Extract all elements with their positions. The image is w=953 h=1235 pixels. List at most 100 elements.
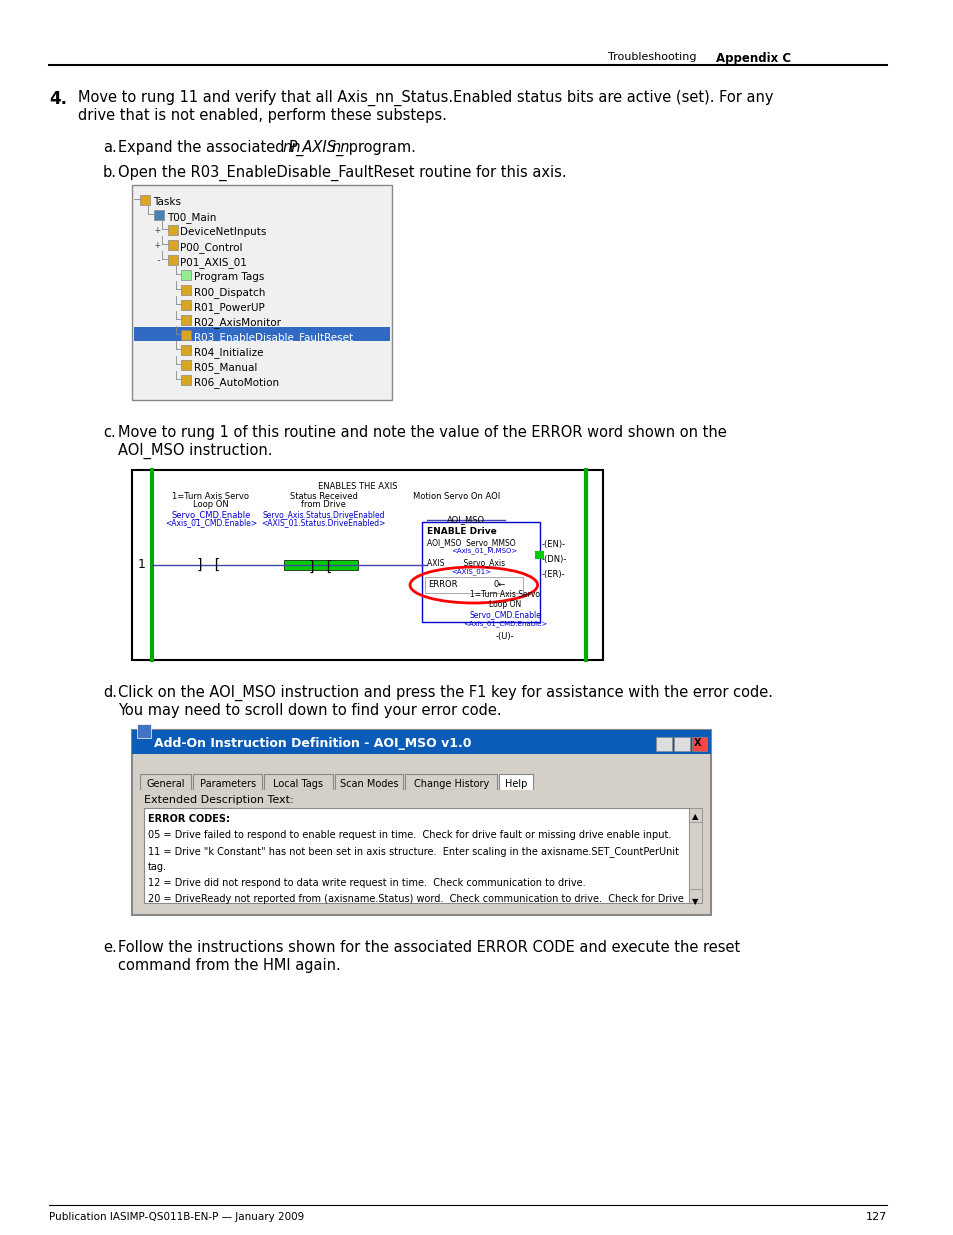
- Bar: [534, 551, 544, 559]
- Text: X: X: [693, 739, 700, 748]
- Text: e.: e.: [103, 940, 116, 955]
- Text: -(ER)-: -(ER)-: [541, 571, 564, 579]
- Text: Tasks: Tasks: [152, 198, 181, 207]
- Text: Follow the instructions shown for the associated ERROR CODE and execute the rese: Follow the instructions shown for the as…: [117, 940, 740, 955]
- Text: a.: a.: [103, 140, 116, 156]
- Text: Motion Servo On AOI: Motion Servo On AOI: [412, 492, 499, 501]
- Text: from Drive: from Drive: [301, 500, 346, 509]
- FancyBboxPatch shape: [140, 774, 192, 790]
- Text: d.: d.: [103, 685, 117, 700]
- Text: ERROR CODES:: ERROR CODES:: [148, 814, 230, 824]
- Bar: [181, 359, 192, 370]
- Bar: [137, 790, 705, 910]
- Text: Parameters: Parameters: [199, 779, 255, 789]
- Text: Servo_Axis.Status.DriveEnabled: Servo_Axis.Status.DriveEnabled: [262, 510, 385, 519]
- Text: Loop ON: Loop ON: [193, 500, 229, 509]
- Text: ] [: ] [: [308, 559, 333, 574]
- Bar: [181, 375, 192, 385]
- Bar: [132, 730, 710, 755]
- Text: Publication IASIMP-QS011B-EN-P — January 2009: Publication IASIMP-QS011B-EN-P — January…: [49, 1212, 304, 1221]
- Text: tag.: tag.: [148, 862, 167, 872]
- Bar: [168, 254, 177, 266]
- Text: R04_Initialize: R04_Initialize: [194, 347, 263, 358]
- Text: Servo_CMD.Enable: Servo_CMD.Enable: [171, 510, 251, 519]
- Text: AXIS        Servo_Axis: AXIS Servo_Axis: [426, 558, 504, 567]
- Text: 127: 127: [864, 1212, 886, 1221]
- Text: R06_AutoMotion: R06_AutoMotion: [194, 377, 279, 388]
- Text: -: -: [154, 254, 161, 266]
- Text: drive that is not enabled, perform these substeps.: drive that is not enabled, perform these…: [78, 107, 447, 124]
- FancyBboxPatch shape: [193, 774, 262, 790]
- Text: Status Received: Status Received: [290, 492, 357, 501]
- Bar: [153, 210, 164, 220]
- Bar: [424, 577, 522, 593]
- Text: R02_AxisMonitor: R02_AxisMonitor: [194, 317, 281, 329]
- Text: _AXIS_: _AXIS_: [295, 140, 343, 156]
- Bar: [181, 285, 192, 295]
- FancyBboxPatch shape: [132, 730, 710, 915]
- Bar: [181, 315, 192, 325]
- Bar: [673, 737, 689, 751]
- FancyBboxPatch shape: [498, 774, 532, 790]
- Bar: [688, 808, 701, 903]
- Text: -(DN)-: -(DN)-: [541, 555, 566, 564]
- Text: <Axis_01_M.MSO>: <Axis_01_M.MSO>: [451, 547, 517, 553]
- Text: Local Tags: Local Tags: [273, 779, 323, 789]
- Bar: [284, 559, 357, 571]
- Text: Scan Modes: Scan Modes: [339, 779, 397, 789]
- Text: P00_Control: P00_Control: [180, 242, 243, 253]
- Text: You may need to scroll down to find your error code.: You may need to scroll down to find your…: [117, 703, 501, 718]
- Bar: [181, 345, 192, 354]
- Text: 20 = DriveReady not reported from (axisname.Status) word.  Check communication t: 20 = DriveReady not reported from (axisn…: [148, 894, 683, 904]
- Text: Change History: Change History: [414, 779, 488, 789]
- Text: Add-On Instruction Definition - AOI_MSO v1.0: Add-On Instruction Definition - AOI_MSO …: [153, 737, 471, 750]
- Bar: [181, 330, 192, 340]
- Bar: [688, 889, 701, 903]
- Bar: [181, 270, 192, 280]
- Text: nn: nn: [282, 140, 301, 156]
- Bar: [168, 240, 177, 249]
- Text: 1: 1: [137, 558, 145, 572]
- Text: -(U)-: -(U)-: [496, 632, 514, 641]
- FancyBboxPatch shape: [421, 522, 539, 622]
- Text: 05 = Drive failed to respond to enable request in time.  Check for drive fault o: 05 = Drive failed to respond to enable r…: [148, 830, 671, 840]
- FancyBboxPatch shape: [132, 185, 392, 400]
- Text: +: +: [154, 225, 161, 235]
- Text: AOI_MSO instruction.: AOI_MSO instruction.: [117, 443, 272, 459]
- FancyBboxPatch shape: [405, 774, 497, 790]
- Text: ERROR: ERROR: [427, 580, 456, 589]
- Bar: [181, 300, 192, 310]
- Text: ▲: ▲: [692, 811, 698, 821]
- Text: program.: program.: [344, 140, 416, 156]
- Text: R05_Manual: R05_Manual: [194, 362, 257, 373]
- Text: T00_Main: T00_Main: [167, 212, 216, 222]
- FancyBboxPatch shape: [335, 774, 403, 790]
- Text: command from the HMI again.: command from the HMI again.: [117, 958, 340, 973]
- Text: Extended Description Text:: Extended Description Text:: [144, 795, 294, 805]
- Text: Loop ON: Loop ON: [489, 600, 520, 609]
- Text: c.: c.: [103, 425, 115, 440]
- Text: General: General: [147, 779, 185, 789]
- Text: 12 = Drive did not respond to data write request in time.  Check communication t: 12 = Drive did not respond to data write…: [148, 878, 585, 888]
- Bar: [132, 730, 710, 755]
- Text: 0←: 0←: [493, 580, 505, 589]
- Text: ENABLES THE AXIS: ENABLES THE AXIS: [318, 482, 397, 492]
- Text: R01_PowerUP: R01_PowerUP: [194, 303, 265, 312]
- Text: ▼: ▼: [692, 897, 698, 906]
- Text: ] [: ] [: [196, 558, 221, 572]
- Text: Click on the AOI_MSO instruction and press the F1 key for assistance with the er: Click on the AOI_MSO instruction and pre…: [117, 685, 772, 701]
- Text: <Axis_01_CMD.Enable>: <Axis_01_CMD.Enable>: [165, 517, 256, 527]
- Bar: [140, 195, 150, 205]
- Text: P01_AXIS_01: P01_AXIS_01: [180, 257, 247, 268]
- Bar: [656, 737, 671, 751]
- FancyBboxPatch shape: [132, 471, 602, 659]
- Text: Move to rung 11 and verify that all Axis_nn_Status.Enabled status bits are activ: Move to rung 11 and verify that all Axis…: [78, 90, 773, 106]
- Text: b.: b.: [103, 165, 117, 180]
- Bar: [691, 737, 706, 751]
- Text: Expand the associated P: Expand the associated P: [117, 140, 297, 156]
- Text: R03_EnableDisable_FaultReset: R03_EnableDisable_FaultReset: [194, 332, 353, 343]
- Text: 1=Turn Axis Servo: 1=Turn Axis Servo: [172, 492, 249, 501]
- Text: DeviceNetInputs: DeviceNetInputs: [180, 227, 267, 237]
- Text: Servo_CMD.Enable: Servo_CMD.Enable: [469, 610, 540, 619]
- Text: AOI_MSO: AOI_MSO: [446, 515, 484, 524]
